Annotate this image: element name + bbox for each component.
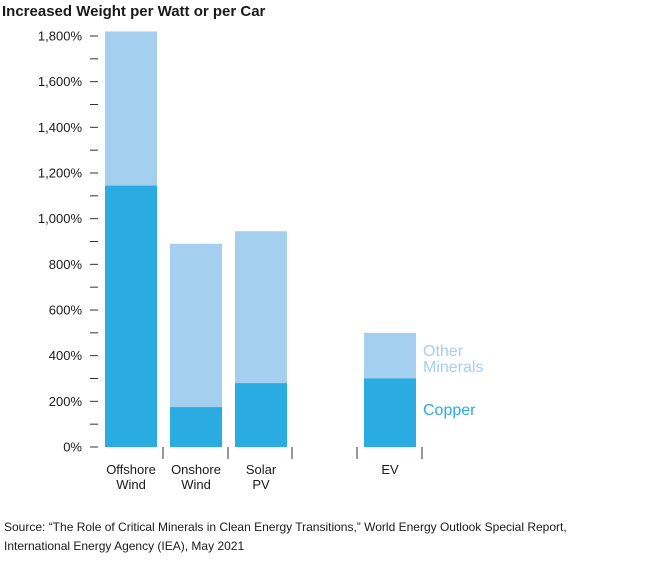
bar-segment <box>105 31 157 186</box>
bar-segment <box>170 243 222 408</box>
x-tick-label: PV <box>252 477 270 492</box>
x-tick-label: EV <box>381 462 399 477</box>
legend-label: Copper <box>423 402 476 419</box>
chart-title: Increased Weight per Watt or per Car <box>2 3 266 20</box>
source-note: Source: “The Role of Critical Minerals i… <box>4 520 567 553</box>
y-tick-label: 1,400% <box>38 120 83 135</box>
y-tick-label: 0% <box>63 440 82 455</box>
x-tick-label: Solar <box>246 462 277 477</box>
x-tick-label: Onshore <box>171 462 221 477</box>
bar-segment <box>105 185 157 447</box>
y-tick-label: 1,000% <box>38 211 83 226</box>
chart: Increased Weight per Watt or per Car 0% 2… <box>2 3 483 492</box>
x-tick-label: Offshore <box>106 462 156 477</box>
y-tick-label: 1,200% <box>38 166 83 181</box>
bars <box>105 31 416 447</box>
bar-segment <box>364 378 416 447</box>
x-tick-label: Wind <box>181 477 211 492</box>
bar-segment <box>235 383 287 447</box>
bar-segment <box>170 407 222 447</box>
y-tick-label: 600% <box>49 303 83 318</box>
x-tick-label: Wind <box>116 477 146 492</box>
bar-segment <box>364 332 416 379</box>
y-tick-label: 1,800% <box>38 29 83 44</box>
y-tick-label: 1,600% <box>38 74 83 89</box>
y-tick-label: 200% <box>49 394 83 409</box>
y-tick-label: 800% <box>49 257 83 272</box>
y-axis: 0% 200% 400% 600% 800% 1,000% 1,200% 1,400% 1,60… <box>38 29 98 455</box>
bar-segment <box>235 231 287 384</box>
legend-label: Minerals <box>423 359 483 376</box>
y-tick-label: 400% <box>49 348 83 363</box>
legend-label: Other <box>423 343 464 360</box>
